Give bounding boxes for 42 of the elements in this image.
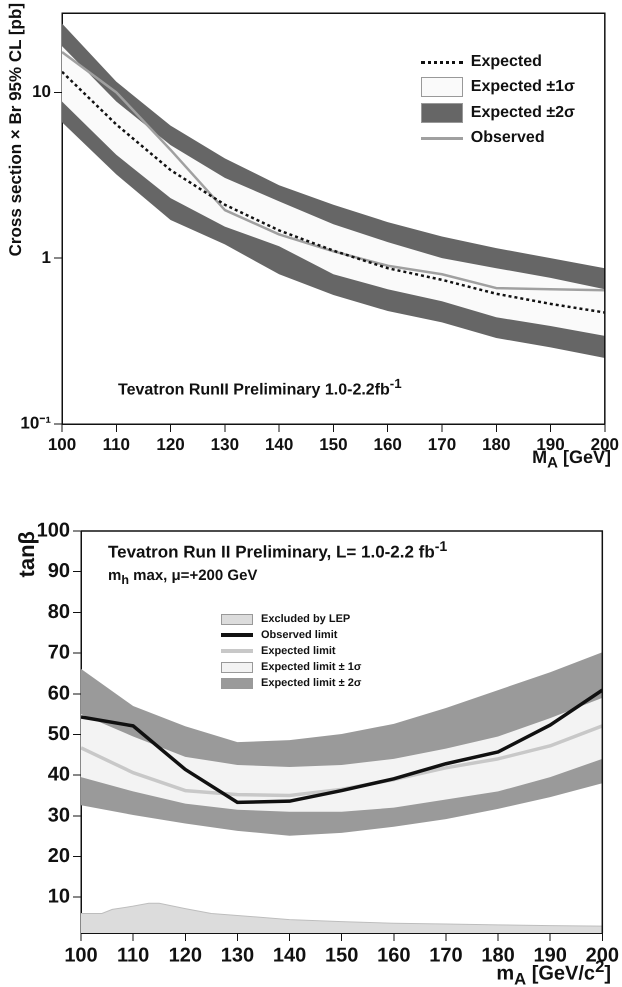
x-tick-label: 140: [264, 434, 294, 454]
x-tick-label: 110: [117, 944, 150, 967]
y-tick-label: 90: [48, 560, 70, 582]
x-tick-label: 180: [482, 434, 510, 454]
x-tick-label: 160: [377, 944, 410, 967]
legend-label: Expected: [470, 53, 542, 71]
x-tick-label: 170: [428, 434, 456, 454]
legend-label: Observed: [470, 129, 545, 147]
y-tick-label: 80: [48, 600, 70, 623]
y-tick-label: 20: [48, 845, 70, 868]
y-axis-title: Cross section × Br 95% CL [pb]: [6, 3, 26, 256]
annotation: Tevatron RunII Preliminary 1.0-2.2fb$^{-1}$: [118, 376, 402, 400]
legend-label: Expected ±2σ: [470, 104, 575, 122]
y-tick-label: 50: [48, 722, 70, 745]
y-tick-label: 10: [48, 886, 70, 908]
y-tick-label: 1: [42, 248, 51, 267]
annotation: Tevatron Run II Preliminary, L= 1.0-2.2 fb$^{-1}$: [108, 539, 448, 563]
legend-label: Expected ±1σ: [470, 78, 575, 96]
x-tick-label: 160: [374, 434, 402, 454]
x-tick-label: 170: [429, 944, 463, 967]
legend-label: Excluded by LEP: [261, 613, 350, 625]
x-tick-label: 130: [220, 944, 254, 967]
x-tick-label: 100: [64, 944, 98, 967]
legend-label: Expected limit: [261, 645, 336, 657]
x-tick-label: 130: [210, 434, 240, 454]
y-tick-label: 70: [48, 642, 70, 664]
x-tick-label: 150: [324, 944, 358, 967]
y-axis-title: tanβ: [14, 531, 39, 578]
legend-label: Expected limit ± 1σ: [261, 661, 362, 673]
y-tick-label: 40: [48, 764, 70, 786]
y-tick-label: 10: [32, 82, 51, 102]
y-tick-label: 10⁻¹: [20, 414, 52, 433]
y-tick-label: 30: [48, 804, 70, 826]
x-tick-label: 120: [156, 434, 185, 454]
x-tick-label: 140: [272, 944, 306, 967]
annotation: m$_{h}$ max, μ=+200 GeV: [108, 567, 258, 587]
x-tick-label: 150: [319, 434, 348, 454]
x-tick-label: 120: [168, 944, 202, 967]
y-tick-label: 60: [48, 682, 70, 704]
x-tick-label: 110: [102, 434, 130, 454]
legend-label: Expected limit ± 2σ: [261, 677, 362, 689]
legend-label: Observed limit: [261, 629, 338, 641]
